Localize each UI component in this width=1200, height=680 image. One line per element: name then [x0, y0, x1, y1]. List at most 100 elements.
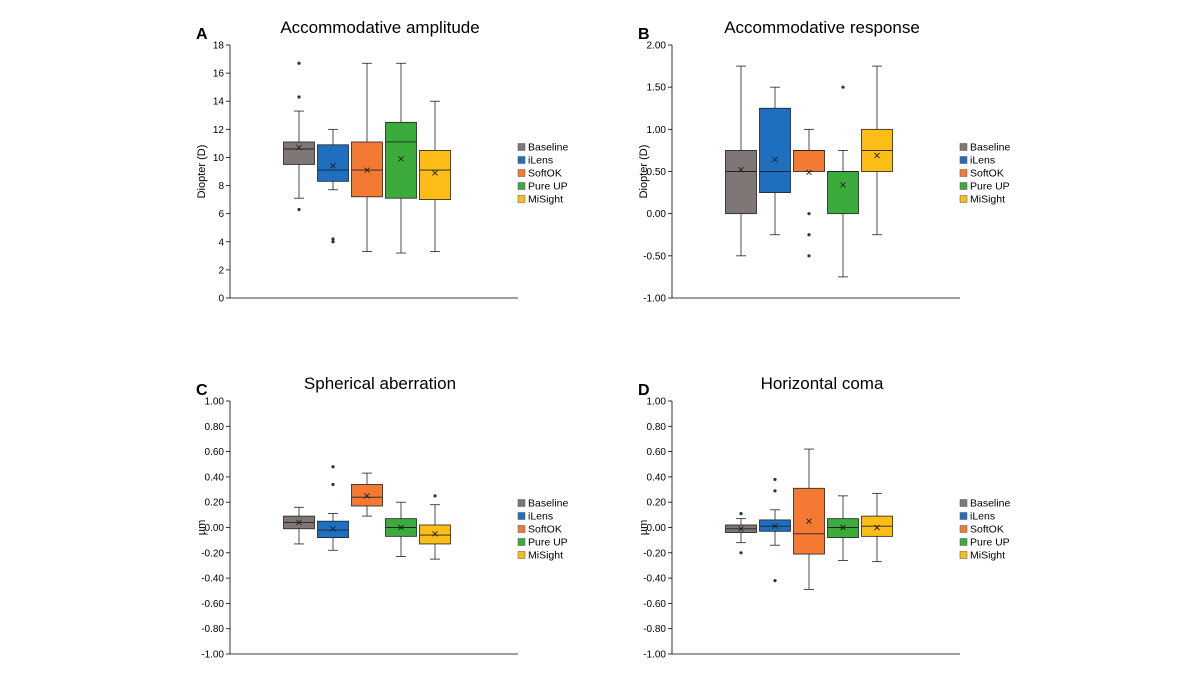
legend-swatch — [517, 143, 526, 151]
y-tick-label: 0.80 — [647, 422, 667, 433]
box-pure-up — [385, 62, 417, 254]
mean-marker — [330, 525, 336, 532]
y-tick-label: -0.60 — [643, 599, 666, 610]
box-baseline — [283, 506, 315, 545]
box-iqr — [793, 150, 825, 172]
mean-marker — [806, 518, 812, 524]
outlier-point — [807, 254, 811, 258]
legend-label: SoftOK — [528, 168, 562, 180]
outlier-point — [297, 207, 301, 212]
mean-marker — [840, 524, 846, 531]
y-tick-label: -0.40 — [201, 574, 224, 585]
mean-marker — [738, 525, 744, 532]
legend-label: Pure UP — [970, 181, 1010, 193]
y-tick-label: -0.50 — [643, 251, 666, 262]
y-tick-label: 2 — [218, 265, 224, 276]
mean-marker — [840, 182, 846, 188]
legend-label: Pure UP — [970, 537, 1010, 549]
box-misight — [861, 492, 893, 563]
box-softok — [793, 448, 825, 590]
panel-b: B Accommodative response Diopter (D) -1.00 -… — [638, 18, 1010, 305]
mean-marker — [432, 170, 438, 176]
legend-label: iLens — [970, 511, 995, 523]
panel-c: C Spherical aberration µm -1.00 -0.80 -0.60 -0… — [196, 374, 568, 661]
box-baseline — [725, 511, 757, 555]
panel-letter: A — [196, 26, 208, 43]
mean-marker — [874, 524, 880, 531]
box-iqr — [317, 144, 349, 182]
legend-swatch — [517, 499, 526, 507]
y-tick-label: 10 — [213, 153, 225, 164]
y-tick-label: 0.60 — [205, 447, 225, 458]
y-tick-label: 0.50 — [647, 167, 667, 178]
y-tick-label: -1.00 — [643, 650, 666, 661]
outlier-point — [433, 494, 437, 498]
legend-label: Pure UP — [528, 537, 568, 549]
y-tick-label: 18 — [213, 41, 225, 52]
legend-label: MiSight — [970, 194, 1005, 206]
outlier-point — [807, 233, 811, 237]
legend-swatch — [517, 551, 526, 559]
legend-label: Baseline — [528, 498, 568, 510]
panel-letter: B — [638, 26, 650, 43]
y-tick-label: 6 — [218, 209, 224, 220]
outlier-point — [331, 465, 335, 469]
box-iqr — [351, 141, 383, 198]
outlier-point — [773, 477, 777, 482]
box-iqr — [725, 150, 757, 215]
outlier-point — [773, 579, 777, 583]
box-misight — [419, 100, 451, 253]
y-tick-label: 0.00 — [647, 209, 667, 220]
legend-label: Baseline — [970, 498, 1010, 510]
box-ilens — [759, 477, 791, 583]
box-pure-up — [827, 85, 859, 278]
legend-swatch — [959, 512, 968, 520]
y-tick-label: -0.60 — [201, 599, 224, 610]
panel-letter: C — [196, 382, 208, 399]
y-axis-label: Diopter (D) — [196, 145, 208, 199]
mean-marker — [806, 169, 812, 176]
legend-label: iLens — [970, 155, 995, 167]
y-tick-label: 0.60 — [647, 447, 667, 458]
mean-marker — [772, 523, 778, 530]
panel-d: D Horizontal coma µm -1.00 -0.80 -0.60 -0.40 -0… — [638, 374, 1010, 661]
y-tick-label: 16 — [213, 69, 225, 80]
box-iqr — [419, 150, 451, 201]
mean-marker — [398, 524, 404, 531]
y-axis-label: Diopter (D) — [638, 145, 650, 199]
box-iqr — [385, 121, 417, 199]
box-ilens — [317, 128, 349, 244]
panel-letter: D — [638, 382, 650, 399]
legend-label: SoftOK — [528, 524, 562, 536]
outlier-point — [331, 237, 335, 241]
chart-title: Spherical aberration — [304, 374, 456, 393]
y-tick-label: 0.40 — [205, 472, 225, 483]
y-tick-label: 0.00 — [205, 523, 225, 534]
legend-label: MiSight — [970, 550, 1005, 562]
y-axis-label: µm — [196, 520, 208, 536]
legend-label: iLens — [528, 511, 553, 523]
legend-label: MiSight — [528, 194, 563, 206]
y-tick-label: 0 — [218, 294, 224, 305]
outlier-point — [841, 85, 845, 89]
y-tick-label: 12 — [213, 125, 225, 136]
mean-marker — [738, 166, 744, 173]
y-axis-label: µm — [638, 520, 650, 536]
y-tick-label: -0.80 — [643, 624, 666, 635]
legend-label: Baseline — [528, 142, 568, 154]
panel-a: A Accommodative amplitude Diopter (D) 0 2 4 6 8… — [196, 18, 568, 305]
legend-swatch — [959, 169, 968, 177]
outlier-point — [331, 240, 335, 244]
legend-swatch — [517, 538, 526, 546]
y-tick-label: 0.80 — [205, 422, 225, 433]
mean-marker — [296, 144, 302, 151]
legend-label: iLens — [528, 155, 553, 167]
mean-marker — [874, 152, 880, 159]
outlier-point — [807, 212, 811, 216]
y-tick-label: 1.50 — [647, 83, 667, 94]
y-tick-label: 4 — [218, 237, 224, 248]
y-tick-label: -1.00 — [201, 650, 224, 661]
y-tick-label: 0.20 — [205, 498, 225, 509]
